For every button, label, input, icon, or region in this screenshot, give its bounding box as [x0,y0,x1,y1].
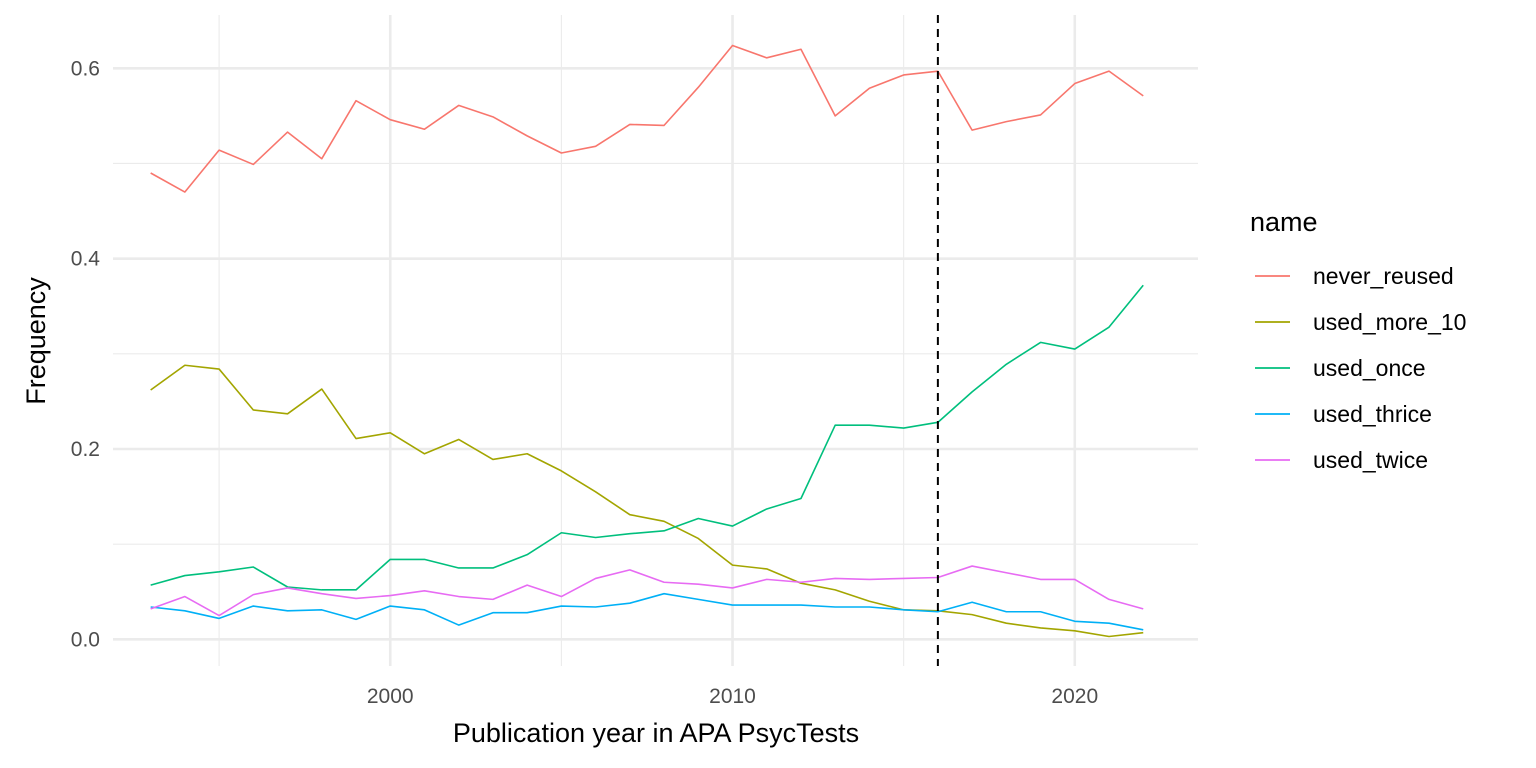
series-lines [150,44,1144,638]
series-line-used_thrice [150,592,1144,631]
legend-label-used_twice: used_twice [1313,447,1428,473]
series-line-never_reused [150,44,1144,193]
major-gridlines [113,15,1198,666]
legend-label-used_once: used_once [1313,355,1426,381]
legend: name never_reused used_more_10 used_onceus… [1250,207,1466,473]
legend-label-used_more_10: used_more_10 [1313,309,1466,335]
y-tick-label: 0.0 [71,628,100,651]
legend-title: name [1250,207,1318,237]
x-tick-label: 2010 [709,685,756,708]
x-tick-label: 2000 [367,685,414,708]
y-tick-label: 0.4 [71,248,101,271]
y-tick-labels: 0.0 0.2 0.4 0.6 [71,57,101,651]
x-tick-labels: 2000 2010 2020 [367,685,1098,708]
y-tick-label: 0.2 [71,438,100,461]
series-line-used_more_10 [150,364,1144,638]
y-axis-title: Frequency [21,277,51,405]
series-line-used_twice [150,565,1144,617]
x-axis-title: Publication year in APA PsycTests [453,718,859,748]
legend-label-used_thrice: used_thrice [1313,401,1432,427]
series-line-used_once [150,284,1144,591]
minor-gridlines [113,15,1198,666]
y-tick-label: 0.6 [71,57,100,80]
legend-items: never_reused used_more_10 used_once used_th… [1255,263,1466,473]
legend-label-never_reused: never_reused [1313,263,1454,289]
x-tick-label: 2020 [1051,685,1098,708]
